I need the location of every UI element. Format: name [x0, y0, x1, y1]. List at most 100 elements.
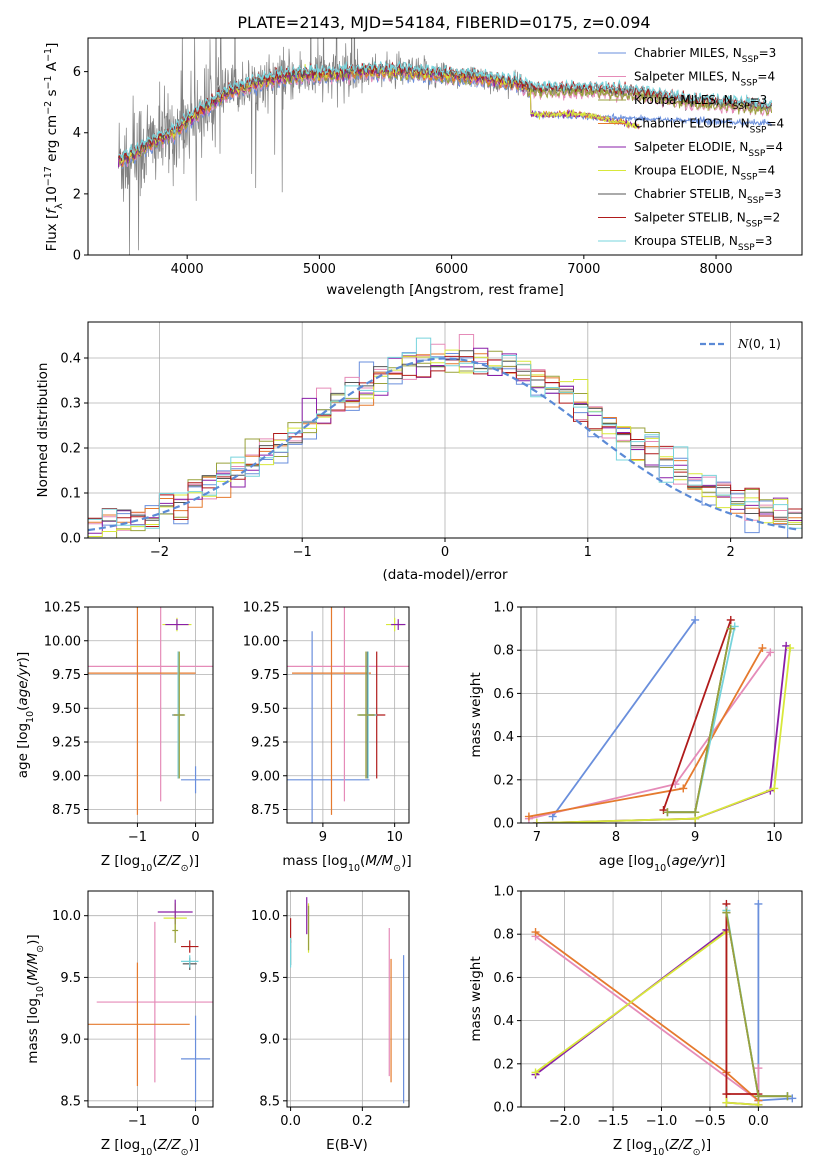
- legend-label-text: =4: [757, 70, 775, 84]
- x-tick-label: 7000: [567, 262, 600, 277]
- mass_vs_Z-xlabel-part: 10: [140, 1147, 152, 1158]
- mass_vs_Z-ylabel-part: )]: [25, 934, 41, 945]
- y-tick-label: 0.1: [60, 487, 81, 502]
- legend-label-sub: SSP: [741, 173, 758, 183]
- spectrum-ylabel-part: Flux [: [44, 214, 60, 252]
- mass_vs_Z-ylabel-part: 10: [35, 986, 46, 998]
- errorbar-chabrier-miles: [181, 766, 211, 794]
- massweight_vs_Z-xlabel-part: ⊙: [693, 1147, 701, 1158]
- legend-label-text: =3: [755, 234, 773, 248]
- age_vs_mass-xlabel-part: (: [360, 853, 365, 869]
- spectrum-ylabel-part: −17: [43, 166, 54, 186]
- massweight_vs_age-frame: [520, 606, 803, 824]
- legend-label-text: =4: [765, 140, 783, 154]
- y-tick-label: 10.25: [44, 601, 81, 616]
- errorbar-chabrier-miles: [181, 1015, 211, 1103]
- massweight_vs_age-xlabel-part: )]: [715, 853, 726, 869]
- y-tick-label: 10.00: [243, 634, 280, 649]
- legend-label-sub: SSP: [750, 126, 767, 136]
- legend-label-text: Chabrier ELODIE, N: [634, 117, 750, 131]
- errorbar-chabrier-elodie: [88, 962, 190, 1087]
- mass_vs_Z-ylabel-part: M/M: [25, 952, 41, 980]
- y-tick-label: 0: [73, 249, 81, 264]
- age_vs_Z-xlabel-part: Z [log: [101, 853, 140, 869]
- legend-label: Chabrier ELODIE, NSSP=4: [634, 117, 784, 136]
- age_vs_Z-ylabel-part: age/yr: [15, 661, 31, 706]
- y-tick-label: 0.2: [493, 1057, 514, 1072]
- y-tick-label: 10.0: [52, 909, 81, 924]
- spectrum-ylabel-part: −2: [43, 101, 54, 115]
- legend-label: Kroupa MILES, NSSP=3: [634, 93, 767, 112]
- age_vs_Z-ylabel-part: (: [15, 706, 31, 711]
- legend-label-text: Kroupa ELODIE, N: [634, 164, 741, 178]
- errorbar-salpeter-stelib: [181, 940, 199, 953]
- age_vs_mass-xlabel-part: ⊙: [393, 863, 401, 874]
- x-tick-label: −1: [128, 1114, 147, 1129]
- legend-label-sub: SSP: [741, 79, 758, 89]
- massweight_vs_age-xlabel-part: (: [666, 853, 671, 869]
- errorbar-kroupa-miles: [173, 651, 186, 779]
- spectrum-ylabel-part: erg cm: [44, 115, 60, 166]
- series-kroupa-miles: [663, 624, 735, 817]
- legend-label: Salpeter MILES, NSSP=4: [634, 70, 775, 89]
- series-salpeter-miles: [524, 648, 775, 823]
- y-tick-label: 0.3: [60, 397, 81, 412]
- y-tick-label: 0.8: [493, 928, 514, 943]
- legend-label-text: Chabrier STELIB, N: [634, 187, 747, 201]
- x-tick-label: 4000: [171, 262, 204, 277]
- x-tick-label: 1: [584, 545, 592, 560]
- x-tick-label: 8: [612, 830, 620, 845]
- figure-title: PLATE=2143, MJD=54184, FIBERID=0175, z=0…: [237, 13, 650, 32]
- spectrum-xlabel: wavelength [Angstrom, rest frame]: [326, 282, 564, 298]
- spectrum-ylabel-part: f: [44, 207, 60, 214]
- mass_vs_Z-ylabel-part: ⊙: [35, 945, 46, 953]
- legend-item: Salpeter MILES, NSSP=4: [598, 70, 775, 89]
- legend-label-text: =4: [757, 164, 775, 178]
- y-tick-label: 2: [73, 187, 81, 202]
- legend-item: Chabrier MILES, NSSP=3: [598, 46, 776, 65]
- age_vs_mass-xlabel: mass [log10(M/M⊙)]: [282, 853, 411, 874]
- y-tick-label: 9.75: [251, 668, 280, 683]
- x-tick-label: 0: [441, 545, 449, 560]
- mass_vs_Z-xlabel-part: )]: [189, 1137, 200, 1153]
- x-tick-label: 7: [533, 830, 541, 845]
- massweight_vs_age-xlabel-part: age [log: [599, 853, 654, 869]
- massweight_vs_Z-ylabel-part: mass weight: [468, 956, 484, 1041]
- series-kroupa-stelib: [722, 906, 792, 1101]
- legend-label: Salpeter STELIB, NSSP=2: [634, 211, 780, 230]
- legend-label-sub: SSP: [747, 196, 764, 206]
- y-tick-label: 0.2: [493, 773, 514, 788]
- x-tick-label: 0.0: [748, 1114, 769, 1129]
- y-tick-label: 9.75: [52, 668, 81, 683]
- legend-item: Salpeter STELIB, NSSP=2: [598, 211, 780, 230]
- y-tick-label: 9.50: [52, 702, 81, 717]
- legend-label-text: Chabrier MILES, N: [634, 46, 742, 60]
- errorbar-kroupa-miles: [357, 651, 375, 779]
- errorbar-salpeter-elodie: [165, 619, 189, 630]
- age_vs_Z-frame: [87, 606, 214, 824]
- massweight_vs_age-xlabel: age [log10(age/yr)]: [599, 853, 725, 874]
- x-tick-label: 8000: [700, 262, 733, 277]
- y-tick-label: 9.0: [259, 1033, 280, 1048]
- legend-label-sub: SSP: [738, 243, 755, 253]
- residuals-xlabel-part: (data-model)/error: [382, 567, 508, 583]
- mass_vs_Z-panel: −1 08.59.09.510.0Z [log10(Z/Z⊙)]mass [log…: [25, 890, 214, 1158]
- x-tick-label: −1: [128, 830, 147, 845]
- x-tick-label: 0.2: [352, 1114, 373, 1129]
- age_vs_Z-xlabel-part: )]: [189, 853, 200, 869]
- y-tick-label: 10.25: [243, 601, 280, 616]
- legend-item: Salpeter ELODIE, NSSP=4: [598, 140, 783, 159]
- massweight_vs_Z-plot-area: [531, 899, 797, 1107]
- y-tick-label: 1.0: [493, 601, 514, 616]
- series-line: [551, 619, 696, 818]
- histogram-kroupa-stelib: [88, 337, 802, 529]
- x-tick-label: 0: [191, 830, 199, 845]
- massweight_vs_age-plot-area: [524, 615, 795, 823]
- y-tick-label: 8.5: [259, 1094, 280, 1109]
- x-tick-label: 9: [319, 830, 327, 845]
- y-tick-label: 8.5: [60, 1094, 81, 1109]
- massweight_vs_Z-xlabel: Z [log10(Z/Z⊙)]: [613, 1137, 711, 1158]
- age_vs_Z-xlabel: Z [log10(Z/Z⊙)]: [101, 853, 199, 874]
- age_vs_Z-ylabel-part: age [log: [15, 723, 31, 778]
